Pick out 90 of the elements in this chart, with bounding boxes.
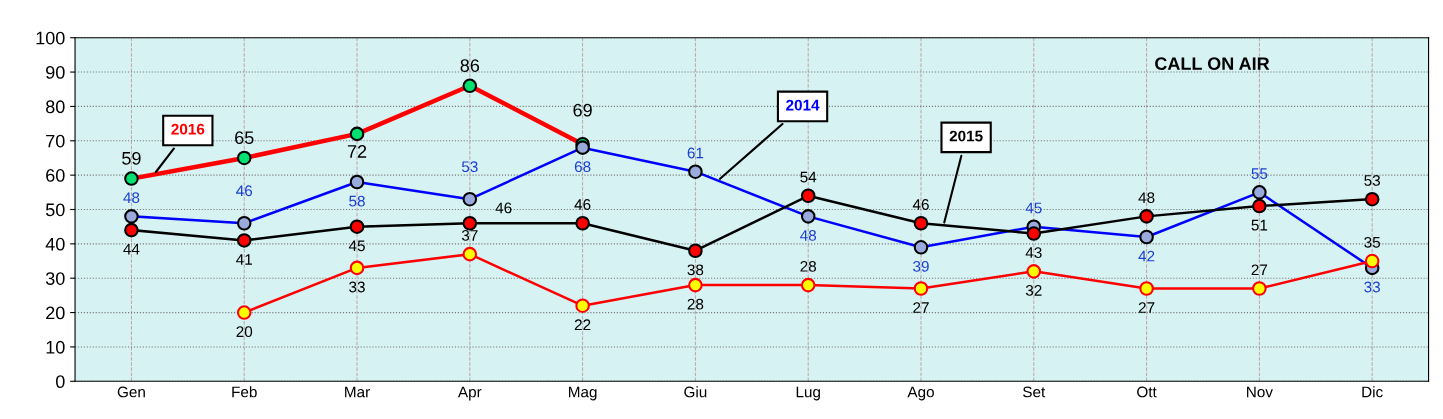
y-tick-label: 10 (46, 340, 65, 354)
data-label: 46 (574, 199, 591, 210)
data-label: 65 (235, 131, 254, 145)
data-label: 33 (349, 281, 365, 293)
x-tick-label: Lug (796, 386, 820, 401)
x-tick-label: Gen (117, 386, 145, 398)
data-label: 68 (574, 161, 591, 173)
data-label: 41 (236, 254, 252, 265)
x-tick-label: Mar (345, 386, 370, 398)
data-label: 48 (800, 230, 817, 241)
x-tick-label: Feb (232, 386, 257, 398)
point (1252, 281, 1267, 296)
data-label: 37 (461, 230, 478, 241)
point (462, 246, 478, 262)
x-tick-label: Giu (684, 386, 707, 398)
point (913, 215, 929, 231)
text: 2014 (786, 99, 820, 111)
y-tick-label: 50 (45, 203, 65, 217)
data-label: 44 (123, 243, 140, 255)
point (575, 298, 590, 313)
x-tick-label: Dic (1362, 386, 1383, 398)
data-label: 48 (1138, 192, 1155, 204)
data-label: 43 (1025, 247, 1042, 259)
y-tick-label: 30 (45, 272, 65, 285)
data-label: 61 (687, 147, 704, 159)
x-tick-label: Nov (1247, 386, 1273, 398)
x-tick-label: Apr (457, 386, 482, 401)
data-label: 69 (573, 103, 592, 117)
point (688, 277, 703, 293)
y-tick-label: 40 (45, 237, 65, 251)
data-label: 53 (461, 161, 478, 173)
text: CALL ON AIR (1155, 57, 1270, 71)
data-label: 59 (122, 151, 141, 165)
data-label: 35 (1364, 236, 1381, 248)
y-tick-label: 100 (36, 31, 65, 45)
x-tick-label: Ott (1137, 386, 1157, 398)
point (1139, 209, 1154, 224)
x-tick-label: Set (1023, 386, 1046, 398)
y-tick-label: 90 (46, 66, 65, 79)
series-label: 2016 (171, 123, 205, 135)
data-label: 54 (800, 171, 817, 183)
data-label: 28 (687, 298, 704, 310)
y-tick-label: 0 (55, 375, 65, 389)
data-label: 55 (1251, 168, 1268, 179)
point (236, 233, 252, 248)
point (913, 281, 929, 296)
point (1364, 191, 1380, 207)
point (1252, 198, 1267, 214)
point (349, 219, 365, 234)
data-label: 46 (912, 199, 929, 210)
data-label: 20 (236, 326, 253, 338)
point (1139, 281, 1154, 296)
data-label: 38 (687, 264, 704, 276)
y-tick-label: 80 (46, 100, 65, 114)
data-label: 27 (1251, 264, 1268, 276)
point (575, 215, 590, 231)
data-label: 86 (460, 59, 480, 72)
data-label: 48 (123, 192, 140, 204)
data-label: 39 (913, 260, 929, 272)
point (124, 222, 139, 238)
data-label: 22 (574, 319, 591, 331)
y-tick-label: 60 (46, 169, 65, 182)
point (236, 305, 252, 320)
point (800, 277, 816, 293)
point (1364, 253, 1380, 269)
data-label: 32 (1025, 284, 1042, 296)
text: 2015 (949, 130, 983, 142)
point (462, 215, 478, 231)
data-label: 27 (913, 302, 929, 313)
point (688, 243, 703, 259)
y-tick-label: 20 (46, 306, 65, 320)
data-label: 46 (495, 202, 512, 214)
data-label: 33 (1364, 281, 1380, 293)
data-label: 27 (1138, 302, 1155, 313)
data-label: 45 (348, 240, 365, 252)
x-tick-label: Ago (907, 386, 934, 401)
point (349, 260, 365, 276)
data-label: 72 (347, 145, 367, 158)
data-label: 45 (1025, 202, 1042, 214)
data-label: 53 (1364, 175, 1380, 186)
point (1026, 264, 1042, 279)
data-label: 51 (1251, 219, 1268, 231)
data-label: 58 (349, 195, 365, 207)
data-label: 42 (1138, 250, 1155, 262)
point (1026, 226, 1042, 241)
y-tick-label: 70 (46, 134, 65, 148)
point (800, 188, 816, 204)
data-label: 28 (800, 260, 817, 272)
data-label: 46 (236, 185, 253, 197)
x-tick-label: Mag (569, 386, 597, 401)
